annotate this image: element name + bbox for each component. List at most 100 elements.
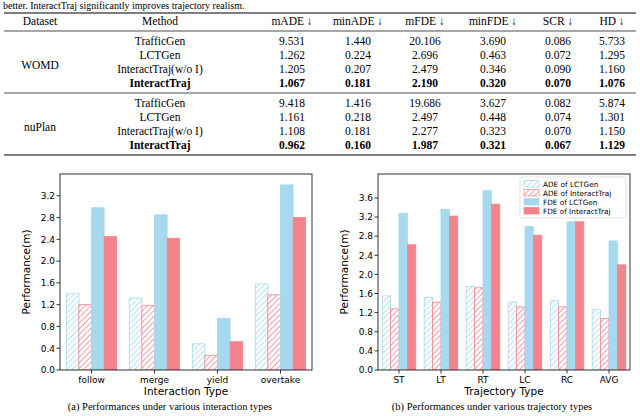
y-tick xyxy=(57,239,61,240)
table-cell: 3.690 xyxy=(480,35,506,47)
bar xyxy=(129,298,142,370)
page: {"caption": "better. InteractTraj signif… xyxy=(0,0,640,416)
bar xyxy=(525,227,533,370)
table-method: InteractTraj xyxy=(129,77,190,90)
table-cell: 2.479 xyxy=(412,63,438,75)
y-tick xyxy=(57,261,61,262)
y-tick-label: 1.2 xyxy=(359,308,373,318)
bar xyxy=(609,241,617,370)
table-cell: 3.627 xyxy=(480,97,506,109)
table-method: TrafficGen xyxy=(135,35,186,47)
table-cell: 0.323 xyxy=(480,125,506,137)
table-header: Dataset xyxy=(23,15,58,27)
table-rule xyxy=(4,12,636,13)
y-tick-label: 0.0 xyxy=(41,365,56,375)
caption-text: better. InteractTraj significantly impro… xyxy=(3,0,245,11)
table-cell: 1.160 xyxy=(599,63,625,75)
y-tick-label: 1.6 xyxy=(359,289,374,299)
table-cell: 0.207 xyxy=(345,63,371,75)
bar xyxy=(142,306,155,370)
x-axis-label: Interaction Type xyxy=(144,385,228,397)
y-tick xyxy=(375,350,379,351)
table-rule xyxy=(4,31,636,32)
bar xyxy=(268,295,281,370)
x-tick xyxy=(567,370,568,374)
table-dataset: nuPlan xyxy=(24,121,56,133)
chart-caption: (b) Performances under various trajector… xyxy=(392,401,592,413)
bar xyxy=(167,238,180,370)
table-cell: 2.497 xyxy=(412,111,438,123)
bar xyxy=(155,215,168,370)
bar xyxy=(293,218,306,370)
x-tick xyxy=(91,370,92,374)
bar xyxy=(575,222,583,370)
y-tick xyxy=(57,282,61,283)
table-cell: 1.067 xyxy=(279,77,305,89)
table-cell: 1.129 xyxy=(599,139,625,151)
table-cell: 0.218 xyxy=(345,111,371,123)
table-cell: 5.733 xyxy=(599,35,625,47)
y-tick xyxy=(375,293,379,294)
table-rule xyxy=(4,93,636,94)
legend-label: FDE of InteractTraj xyxy=(543,207,610,216)
bar xyxy=(104,237,117,370)
legend-swatch xyxy=(524,199,539,206)
x-tick xyxy=(483,370,484,374)
table-method: LCTGen xyxy=(140,111,181,123)
y-tick xyxy=(375,197,379,198)
x-tick-label: LT xyxy=(436,375,446,385)
plot-frame xyxy=(60,174,312,370)
y-tick-label: 2.8 xyxy=(41,213,56,223)
legend-label: FDE of LCTGen xyxy=(543,198,597,207)
y-tick xyxy=(375,274,379,275)
table: DatasetMethodmADE ↓minADE ↓mFDE ↓minFDE … xyxy=(4,13,636,155)
table-cell: 1.295 xyxy=(599,49,625,61)
table-cell: 0.448 xyxy=(480,111,506,123)
x-tick xyxy=(217,370,218,374)
bar xyxy=(92,208,105,370)
x-tick-label: follow xyxy=(78,375,105,385)
y-tick xyxy=(375,236,379,237)
bar xyxy=(449,216,457,370)
x-tick xyxy=(154,370,155,374)
bar xyxy=(407,245,415,370)
bar xyxy=(601,318,609,370)
table-cell: 2.696 xyxy=(412,49,438,61)
table-cell: 0.072 xyxy=(545,49,571,61)
x-tick-label: RT xyxy=(477,375,489,385)
table-cell: 1.416 xyxy=(345,97,371,109)
x-tick-label: merge xyxy=(140,375,170,385)
y-tick-label: 1.6 xyxy=(41,278,56,288)
bar xyxy=(533,235,541,370)
bar xyxy=(567,222,575,370)
x-tick xyxy=(280,370,281,374)
chart-caption: (a) Performances under various interacti… xyxy=(68,401,272,413)
table-cell: 0.070 xyxy=(545,125,571,137)
table-header: SCR ↓ xyxy=(543,15,573,27)
bar xyxy=(66,294,79,370)
bar xyxy=(281,185,294,370)
table-cell: 1.150 xyxy=(599,125,625,137)
x-tick-label: ST xyxy=(393,375,405,385)
x-tick-label: overtake xyxy=(261,375,301,385)
bar xyxy=(617,265,625,370)
bar xyxy=(441,209,449,370)
table-cell: 19.686 xyxy=(409,97,441,109)
table-method: InteractTraj xyxy=(129,139,190,152)
y-tick-label: 1.2 xyxy=(41,300,55,310)
bar xyxy=(382,296,390,370)
bar xyxy=(218,318,231,370)
table-cell: 1.440 xyxy=(345,35,371,47)
table-cell: 1.161 xyxy=(279,111,305,123)
table-cell: 0.074 xyxy=(545,111,571,123)
table-cell: 0.321 xyxy=(480,139,506,151)
bar xyxy=(491,204,499,370)
bar xyxy=(483,191,491,370)
plot-frame xyxy=(378,174,630,370)
table-rule xyxy=(4,154,636,155)
table-header: Method xyxy=(142,15,178,27)
chart: 0.00.40.81.21.62.02.42.83.2followmergeyi… xyxy=(20,174,312,413)
table-cell: 0.181 xyxy=(345,77,371,89)
y-tick-label: 0.4 xyxy=(359,346,374,356)
legend-swatch xyxy=(524,181,539,188)
